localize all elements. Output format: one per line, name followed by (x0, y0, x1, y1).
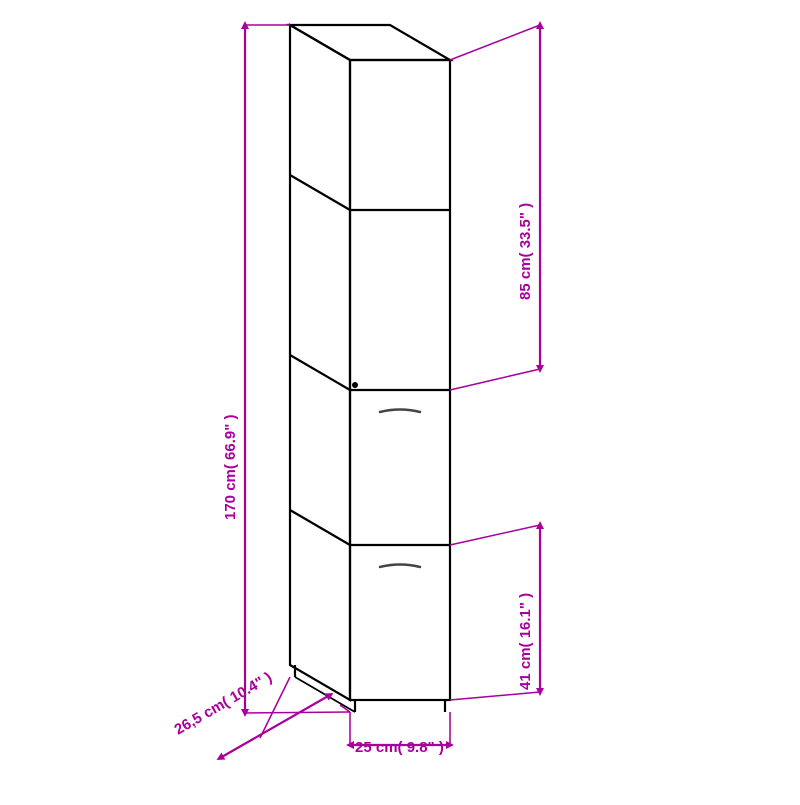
dimension-label: 170 cm( 66.9" ) (222, 414, 239, 520)
dimension-label: 25 cm( 9.8" ) (355, 739, 444, 756)
diagram-svg: 170 cm( 66.9" ) 85 cm( 33.5" ) 41 cm( 16.1… (0, 0, 800, 800)
dimension-label: 85 cm( 33.5" ) (517, 203, 534, 300)
dimension-label: 41 cm( 16.1" ) (517, 593, 534, 690)
diagram-container: 170 cm( 66.9" ) 85 cm( 33.5" ) 41 cm( 16.1… (0, 0, 800, 800)
dimension-label: 26,5 cm( 10.4" ) (172, 669, 275, 739)
